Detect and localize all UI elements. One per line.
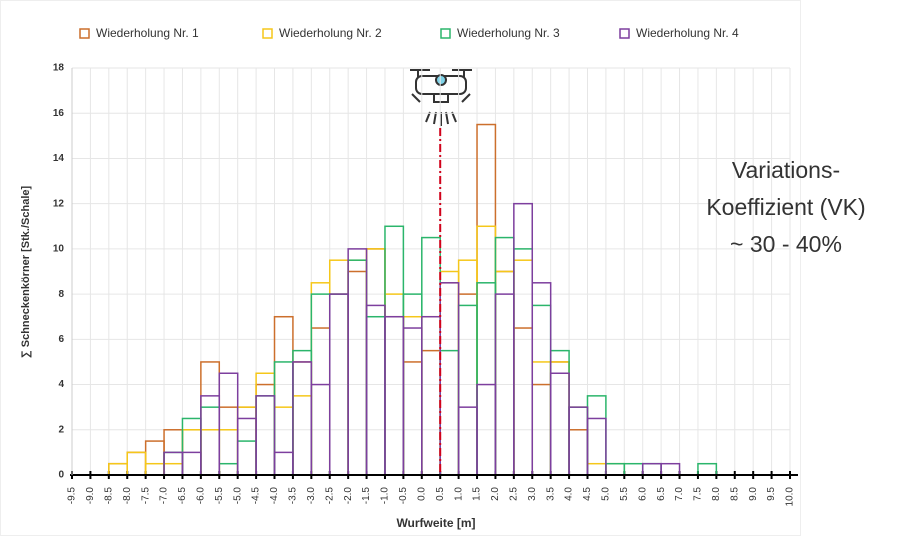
legend-label: Wiederholung Nr. 2 — [279, 26, 382, 40]
y-tick-label: 16 — [53, 108, 65, 119]
annotation: Koeffizient (VK) — [706, 194, 865, 220]
legend-swatch — [619, 28, 630, 39]
x-tick-label: 8.0 — [711, 487, 722, 501]
x-tick-label: 0.0 — [416, 487, 427, 501]
legend-label: Wiederholung Nr. 4 — [636, 26, 739, 40]
x-tick-label: 2.0 — [490, 487, 501, 501]
y-tick-label: 6 — [58, 334, 64, 345]
annotation: ~ 30 - 40% — [730, 231, 842, 257]
x-tick-label: -3.0 — [306, 487, 317, 505]
x-tick-label: -3.5 — [288, 487, 299, 505]
y-tick-label: 8 — [58, 289, 64, 300]
y-tick-label: 4 — [58, 379, 64, 390]
x-tick-label: 7.5 — [693, 487, 704, 501]
chart-frame — [0, 0, 801, 536]
x-tick-label: 4.0 — [564, 487, 575, 501]
x-tick-label: -2.0 — [343, 487, 354, 505]
y-tick-label: 12 — [53, 198, 65, 209]
x-tick-label: -7.5 — [140, 487, 151, 505]
x-tick-label: -8.0 — [122, 487, 133, 505]
x-tick-label: 6.0 — [637, 487, 648, 501]
x-tick-label: 7.0 — [674, 487, 685, 501]
legend-label: Wiederholung Nr. 3 — [457, 26, 560, 40]
x-tick-label: 6.5 — [656, 487, 667, 501]
legend-label: Wiederholung Nr. 1 — [96, 26, 199, 40]
x-tick-label: -2.5 — [324, 487, 335, 505]
x-tick-label: -9.5 — [67, 487, 78, 505]
x-tick-label: -5.0 — [232, 487, 243, 505]
x-tick-label: 2.5 — [508, 487, 519, 501]
x-tick-label: 3.5 — [545, 487, 556, 501]
annotation: Variations- — [732, 157, 840, 183]
x-tick-label: 5.5 — [619, 487, 630, 501]
x-tick-label: -1.5 — [361, 487, 372, 505]
x-tick-label: -6.5 — [177, 487, 188, 505]
y-tick-label: 0 — [58, 470, 64, 481]
x-tick-label: 1.0 — [453, 487, 464, 501]
x-tick-label: 9.5 — [766, 487, 777, 501]
x-tick-label: -1.0 — [380, 487, 391, 505]
x-tick-label: -5.5 — [214, 487, 225, 505]
y-axis-label: ∑ Schneckenkörner [Stk./Schale] — [20, 186, 32, 359]
x-tick-label: -4.5 — [251, 487, 262, 505]
x-tick-label: -9.0 — [85, 487, 96, 505]
y-tick-label: 2 — [58, 424, 64, 435]
legend-swatch — [440, 28, 451, 39]
x-tick-label: 4.5 — [582, 487, 593, 501]
x-tick-label: 8.5 — [729, 487, 740, 501]
x-tick-label: -6.0 — [196, 487, 207, 505]
y-tick-label: 10 — [53, 244, 65, 255]
x-tick-label: -4.0 — [269, 487, 280, 505]
x-tick-label: 3.0 — [527, 487, 538, 501]
x-tick-label: -0.5 — [398, 487, 409, 505]
x-tick-label: 0.5 — [435, 487, 446, 501]
x-tick-label: 1.5 — [472, 487, 483, 501]
y-tick-label: 14 — [53, 153, 65, 164]
x-tick-label: -7.0 — [159, 487, 170, 505]
legend-swatch — [262, 28, 273, 39]
x-tick-label: 9.0 — [748, 487, 759, 501]
x-tick-label: 5.0 — [601, 487, 612, 501]
x-axis-label: Wurfweite [m] — [396, 516, 475, 530]
legend-swatch — [79, 28, 90, 39]
x-tick-label: 10.0 — [785, 487, 796, 507]
y-tick-label: 18 — [53, 63, 65, 74]
x-tick-label: -8.5 — [103, 487, 114, 505]
